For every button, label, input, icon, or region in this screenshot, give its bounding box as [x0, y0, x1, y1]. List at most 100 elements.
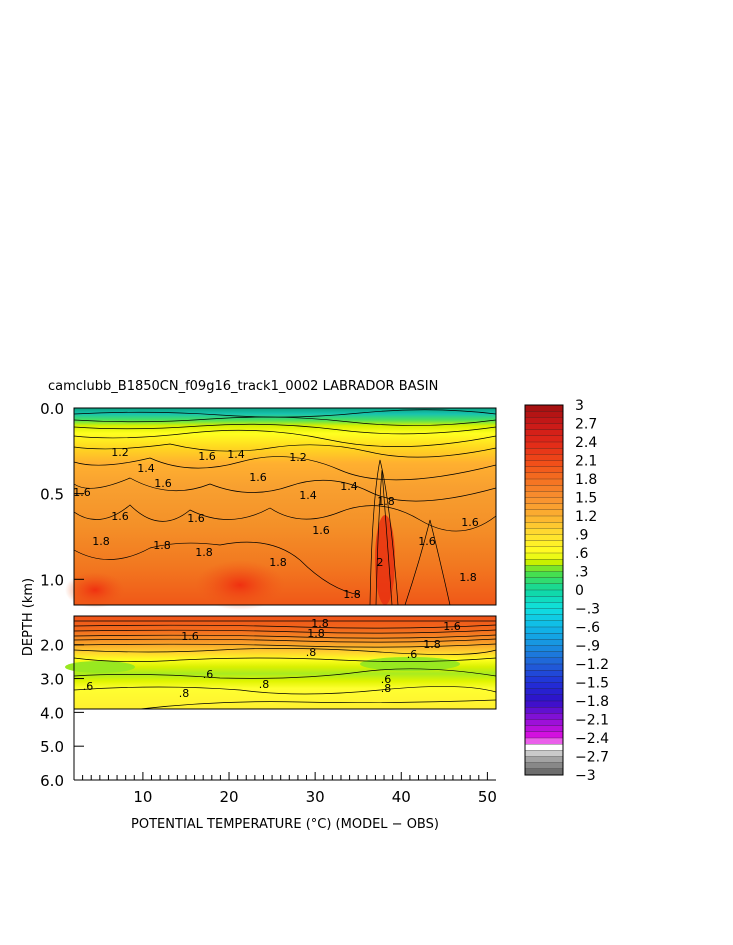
colorbar-label: −.6 — [575, 620, 600, 636]
contour-label: 1.6 — [154, 477, 172, 490]
colorbar-band — [524, 713, 564, 720]
colorbar-label: 2.1 — [575, 454, 597, 470]
contour-labels: 1.2 1.6 1.4 1.21.41.6 1.61.41.41.6 1.61.61.8 1… — [73, 446, 479, 700]
colorbar-label: 1.8 — [575, 472, 597, 488]
colorbar-label: 1.5 — [575, 491, 597, 507]
colorbar-band — [524, 750, 564, 757]
contour-label: 1.8 — [153, 539, 171, 552]
colorbar-band — [524, 670, 564, 677]
colorbar-label: .3 — [575, 565, 588, 581]
colorbar-label: −.9 — [575, 639, 600, 655]
colorbar-label: .6 — [575, 546, 588, 562]
colorbar-band — [524, 404, 564, 412]
contour-label: 1.6 — [461, 516, 479, 529]
colorbar-band — [524, 522, 564, 529]
colorbar-band — [524, 478, 564, 486]
contour-label: .8 — [179, 687, 190, 700]
colorbar-band — [524, 639, 564, 646]
colorbar-band — [524, 503, 564, 511]
contour-label: 1.6 — [187, 512, 205, 525]
contour-label: .8 — [259, 678, 270, 691]
contour-label: .6 — [381, 673, 392, 686]
colorbar-band — [524, 694, 564, 702]
lower-green-band-left — [65, 661, 135, 673]
colorbar-label: −1.8 — [575, 694, 609, 710]
y-tick-label: 3.0 — [40, 671, 64, 689]
colorbar-label: −1.2 — [575, 657, 609, 673]
contour-label: 1.8 — [269, 556, 287, 569]
colorbar-band — [524, 411, 564, 418]
colorbar-label: .9 — [575, 528, 588, 544]
colorbar-band — [524, 552, 564, 560]
colorbar-band — [524, 571, 564, 579]
contour-label: 1.4 — [137, 462, 155, 475]
colorbar-label: 0 — [575, 583, 584, 599]
contour-label: 2 — [377, 556, 384, 569]
y-tick-label: 1.0 — [40, 571, 64, 589]
lower-panel — [65, 615, 497, 710]
y-tick-label: 2.0 — [40, 637, 64, 655]
upper-panel-frame — [73, 407, 497, 606]
colorbar-band — [524, 762, 564, 770]
colorbar-band — [524, 688, 564, 696]
colorbar-band — [524, 657, 564, 665]
upper-panel — [65, 407, 497, 610]
colorbar-band — [524, 602, 564, 609]
colorbar-band — [524, 731, 564, 739]
contour-label: 1.2 — [289, 451, 307, 464]
contour-label: .8 — [306, 646, 317, 659]
contour-label: 1.8 — [307, 627, 325, 640]
colorbar-band — [524, 744, 564, 751]
contour-label: 1.4 — [340, 480, 358, 493]
colorbar-band — [524, 707, 564, 714]
contour-label: .6 — [407, 648, 418, 661]
colorbar-band — [524, 417, 564, 424]
contour-label: .8 — [381, 682, 392, 695]
colorbar-band — [524, 429, 564, 437]
colorbar-band — [524, 441, 564, 449]
upper-warm-region-2 — [65, 572, 125, 608]
colorbar-band — [524, 454, 564, 461]
colorbar-band — [524, 663, 564, 671]
x-axis-label: POTENTIAL TEMPERATURE (°C) (MODEL − OBS) — [131, 817, 439, 832]
colorbar-label: 2.4 — [575, 435, 597, 451]
y-axis-label: DEPTH (km) — [21, 578, 36, 656]
colorbar-band — [524, 725, 564, 733]
colorbar-band — [524, 651, 564, 659]
x-tick-label: 40 — [392, 788, 411, 806]
x-tick-label: 30 — [306, 788, 325, 806]
colorbar-band — [524, 768, 564, 776]
colorbar-band — [524, 577, 564, 585]
colorbar-band — [524, 682, 564, 690]
colorbar-band — [524, 719, 564, 727]
colorbar-band — [524, 756, 564, 764]
colorbar-band — [524, 546, 564, 554]
contour-label: 1.8 — [92, 535, 110, 548]
colorbar-band — [524, 608, 564, 616]
contour-label: 1.6 — [111, 510, 129, 523]
colorbar-band — [524, 626, 564, 634]
colorbar-band — [524, 700, 564, 708]
colorbar-band — [524, 645, 564, 653]
colorbar-band — [524, 423, 564, 431]
contour-label: 1.8 — [311, 617, 329, 630]
colorbar-band — [524, 583, 564, 591]
colorbar-band — [524, 491, 564, 498]
contour-label: 1.2 — [111, 446, 129, 459]
lower-green-band-right — [360, 657, 460, 671]
contour-label: 1.6 — [249, 471, 267, 484]
contour-label: .6 — [203, 668, 214, 681]
contour-label: 1.8 — [459, 571, 477, 584]
colorbar-band — [524, 528, 564, 535]
contour-label: 1.6 — [198, 450, 216, 463]
colorbar-band — [524, 620, 564, 628]
colorbar-band — [524, 466, 564, 474]
upper-contours — [73, 409, 497, 606]
contour-label: 1.4 — [299, 489, 317, 502]
colorbar-band — [524, 435, 564, 443]
contour-label: 1.6 — [73, 486, 91, 499]
colorbar-band — [524, 614, 564, 622]
x-tick-label: 20 — [219, 788, 238, 806]
contour-label: 1.8 — [195, 546, 213, 559]
